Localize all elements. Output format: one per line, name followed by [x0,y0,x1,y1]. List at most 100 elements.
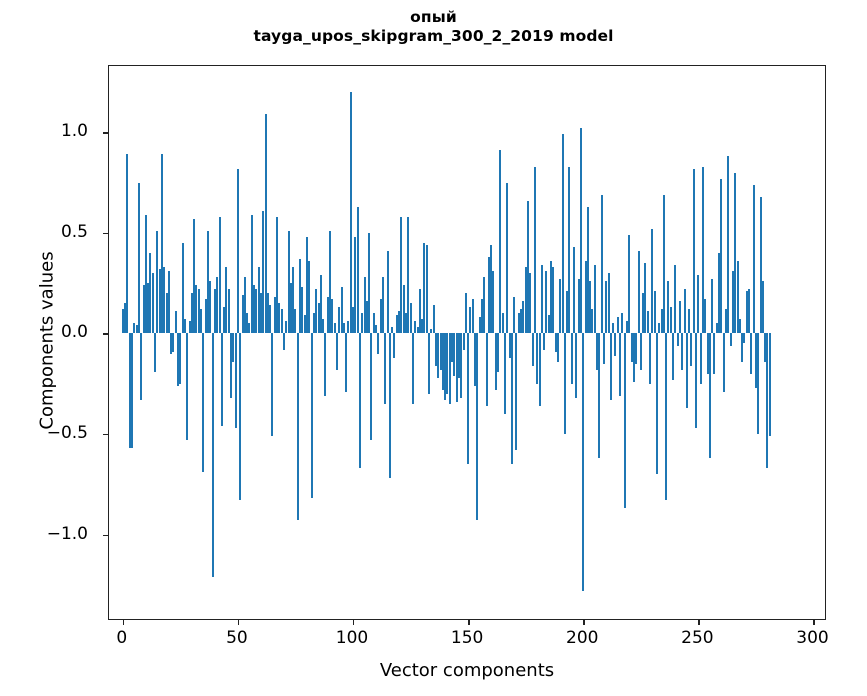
bar [358,333,361,469]
bar [395,315,398,334]
bar [156,230,159,334]
bar [718,253,721,334]
bar [639,333,642,370]
bar [324,333,327,396]
bar [561,134,564,334]
bar [352,307,355,334]
bar [508,333,511,358]
x-axis-tick-label: 0 [116,628,128,648]
bar [623,333,626,509]
bar [363,277,366,334]
bar [736,261,739,334]
bar [485,333,488,406]
bar [271,333,274,436]
bar [329,230,332,334]
bar [181,242,184,334]
bar [193,218,196,334]
bar [768,333,771,436]
chart-title-line-2: tayga_upos_skipgram_300_2_2019 model [253,27,614,45]
bar [124,303,127,334]
bar [437,333,440,378]
bar [708,333,711,459]
bar [163,267,166,334]
bar [133,323,136,334]
bar [165,293,168,334]
bar [593,265,596,334]
bar [213,289,216,334]
bar [418,289,421,334]
bar [579,128,582,334]
bar [411,333,414,404]
bar [441,333,444,390]
bar [315,289,318,334]
bar [451,333,454,362]
bar [676,333,679,346]
chart-title-line-1: опый [410,8,457,26]
bar [540,265,543,334]
bar [340,287,343,334]
bar [632,333,635,382]
bar [487,257,490,334]
bar [741,333,744,362]
bar [142,285,145,334]
bar [460,333,463,398]
bar [510,333,513,465]
bar [752,184,755,334]
bar [250,214,253,334]
bar [637,251,640,334]
bar [727,156,730,334]
bar [230,333,233,398]
bar [725,309,727,334]
bar [522,301,525,334]
bar [128,333,131,449]
bar [372,313,375,334]
bar [745,291,748,334]
bar [483,277,486,334]
bar [598,333,601,459]
bar [432,305,435,334]
bar [236,168,239,334]
bar [520,309,523,334]
bar [183,319,186,334]
chart-title: опый tayga_upos_skipgram_300_2_2019 mode… [0,8,867,46]
bar [494,333,497,390]
bar [529,273,532,334]
bar [614,333,617,356]
bar [480,299,483,334]
y-axis-tick-label: 1.0 [60,121,88,142]
bar [135,325,138,334]
bar [474,333,477,386]
bar [536,333,539,384]
bar [190,293,193,334]
bar [356,206,359,334]
bar [761,281,764,334]
bar [750,333,753,374]
y-axis-tick-label: −0.5 [46,422,88,443]
bar [225,267,228,334]
bar [444,333,447,400]
bar [455,333,458,402]
bar [706,333,709,374]
bar [467,333,470,465]
bar [685,333,688,408]
bar [720,178,723,334]
bar [589,281,592,334]
bar [690,333,693,366]
x-axis-tick-label: 150 [450,628,484,648]
bar [243,277,246,334]
bar [349,92,352,334]
bar [743,333,746,344]
bar [400,216,403,334]
bar [600,194,603,334]
bar [227,289,230,334]
bar [310,333,313,499]
bar [711,279,714,334]
bar [296,333,299,521]
bar [667,281,670,334]
bar [563,333,566,434]
bar [672,333,675,380]
bar [651,228,654,334]
bar [333,323,336,334]
bar [713,333,716,374]
bar [170,333,173,354]
